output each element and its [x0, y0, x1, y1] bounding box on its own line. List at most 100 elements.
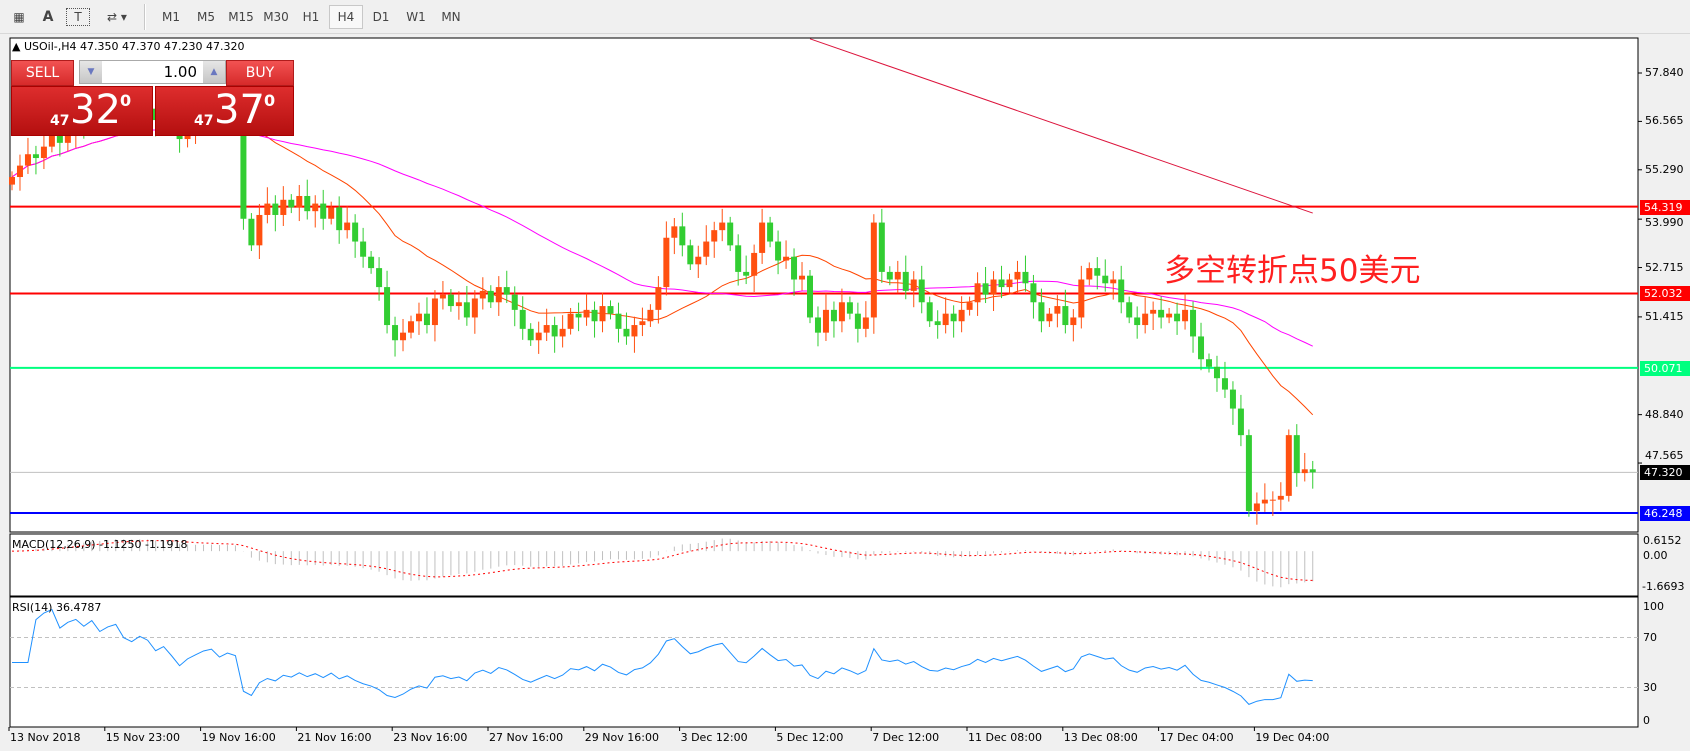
candle	[487, 285, 494, 308]
candle-body	[679, 226, 686, 246]
candle-body	[663, 237, 670, 288]
candle-body	[248, 218, 255, 246]
candle-body	[503, 287, 510, 295]
time-axis-label: 17 Dec 04:00	[1159, 731, 1234, 744]
candle-body	[40, 146, 47, 159]
candle-body	[918, 279, 925, 303]
candle	[1182, 293, 1189, 330]
timeframe-m1[interactable]: M1	[162, 10, 180, 24]
candle	[822, 293, 829, 341]
timeframe-m5[interactable]: M5	[197, 10, 215, 24]
candle-body	[926, 302, 933, 322]
toolbar-separator	[144, 4, 146, 30]
candle	[759, 208, 766, 264]
candle-body	[759, 222, 766, 253]
candle-body	[264, 203, 271, 215]
lot-size-input[interactable]: 1.00	[163, 63, 197, 81]
candle-body	[631, 325, 638, 337]
candle-body	[1086, 268, 1093, 280]
sell-price[interactable]: 47 32 0	[11, 86, 153, 136]
text-icon[interactable]: A	[42, 9, 54, 25]
candle	[727, 216, 734, 252]
timeframe-m30[interactable]: M30	[263, 10, 289, 24]
candle-body	[1182, 309, 1189, 322]
candle-body	[1198, 336, 1205, 360]
candle	[304, 179, 311, 220]
candle	[958, 296, 965, 333]
candle	[519, 296, 526, 340]
candle	[1213, 355, 1220, 392]
lot-size-stepper[interactable]: ▼ 1.00 ▲	[79, 60, 226, 84]
candle-body	[1046, 313, 1053, 322]
candle	[1198, 322, 1205, 371]
timeframe-mn[interactable]: MN	[441, 10, 461, 24]
candle	[647, 304, 654, 327]
candle	[567, 307, 574, 335]
decrease-lot-button[interactable]: ▼	[80, 61, 102, 83]
candle-body	[447, 294, 454, 307]
candle-body	[1102, 275, 1109, 284]
candle-body	[1293, 435, 1300, 474]
candle-body	[1118, 279, 1125, 303]
time-axis-label: 19 Nov 16:00	[201, 731, 276, 744]
text-label-icon[interactable]: T	[66, 8, 90, 26]
candle	[1190, 301, 1197, 353]
buy-price[interactable]: 47 37 0	[155, 86, 294, 136]
candle	[24, 137, 31, 174]
candle	[655, 276, 662, 324]
candle-body	[1237, 408, 1244, 436]
timeframe-h1[interactable]: H1	[302, 10, 320, 24]
candle-body	[463, 302, 470, 318]
candle-body	[1150, 309, 1157, 314]
candle-body	[1221, 378, 1228, 390]
buy-price-main: 37	[214, 87, 265, 133]
timeframe-m15[interactable]: M15	[228, 10, 254, 24]
candle-body	[886, 271, 893, 280]
candle-body	[352, 222, 359, 242]
candle-body	[591, 309, 598, 322]
candle-body	[830, 309, 837, 322]
candle	[336, 196, 343, 244]
rsi-axis-label: 70	[1643, 630, 1657, 644]
candle-body	[791, 256, 798, 280]
candle-body	[9, 177, 15, 185]
candle	[1126, 296, 1133, 324]
buy-price-fraction: 0	[264, 91, 276, 110]
candle	[384, 270, 391, 334]
candle	[783, 240, 790, 269]
candle	[503, 270, 510, 304]
price-axis-label: 57.840	[1645, 66, 1684, 79]
candle-body	[854, 313, 861, 329]
timeframe-h4[interactable]: H4	[329, 5, 363, 29]
price-axis-label: 47.565	[1645, 449, 1684, 463]
current-price-tag: 47.320	[1640, 465, 1690, 481]
increase-lot-button[interactable]: ▲	[203, 61, 225, 83]
buy-button[interactable]: BUY	[226, 60, 294, 86]
fibonacci-fan-icon[interactable]: ▦	[13, 10, 25, 24]
candle	[1277, 482, 1284, 511]
price-axis-label: 55.290	[1645, 162, 1684, 176]
candle	[687, 239, 694, 271]
candle-body	[695, 256, 702, 265]
price-axis-label: 48.840	[1645, 407, 1684, 421]
candle	[663, 221, 670, 296]
candle-body	[256, 214, 263, 246]
candle	[1301, 452, 1308, 482]
candle	[272, 195, 279, 232]
candle	[607, 300, 614, 320]
arrows-dropdown-icon[interactable]: ⇄ ▾	[107, 10, 127, 24]
sell-button[interactable]: SELL	[11, 60, 74, 86]
timeframe-d1[interactable]: D1	[372, 10, 390, 24]
candle-body	[296, 195, 303, 208]
candle	[543, 308, 550, 341]
candle	[990, 271, 997, 312]
chart-canvas[interactable]	[0, 34, 1690, 751]
chart-annotation: 多空转折点50美元	[1164, 253, 1421, 289]
candle-body	[655, 287, 662, 310]
timeframe-w1[interactable]: W1	[406, 10, 426, 24]
level-price-tag: 54.319	[1640, 199, 1690, 215]
candle	[838, 288, 845, 333]
candle	[376, 257, 383, 301]
candle-body	[527, 328, 534, 341]
candle	[679, 212, 686, 257]
